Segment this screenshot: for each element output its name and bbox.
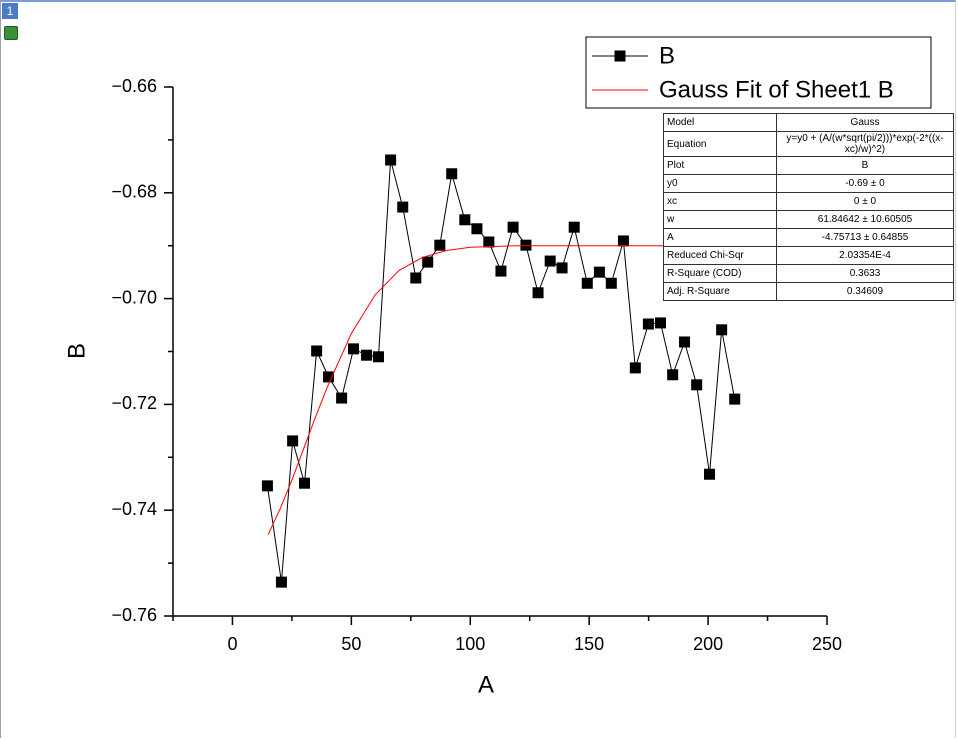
marker <box>716 324 728 336</box>
fit-row: Adj. R-Square 0.34609 <box>663 282 954 301</box>
x-axis-title: A <box>478 671 494 698</box>
marker <box>568 221 580 233</box>
fit-key: A <box>663 228 777 247</box>
fit-value: Gauss <box>776 113 954 132</box>
marker <box>679 336 691 348</box>
fit-row: Reduced Chi-Sqr 2.03354E-4 <box>663 246 954 265</box>
marker <box>299 477 311 489</box>
fit-key: w <box>663 210 777 229</box>
marker <box>617 235 629 247</box>
marker <box>361 349 373 361</box>
fit-row: Plot B <box>663 156 954 175</box>
fit-key: Adj. R-Square <box>663 282 777 301</box>
x-tick-label: 50 <box>341 634 361 654</box>
marker <box>422 256 434 268</box>
marker <box>605 277 617 289</box>
marker <box>581 277 593 289</box>
marker <box>336 392 348 404</box>
x-tick-label: 200 <box>693 634 723 654</box>
marker <box>544 255 556 267</box>
y-axis-title: B <box>63 343 90 359</box>
marker <box>446 168 458 180</box>
marker <box>556 262 568 274</box>
x-tick-label: 0 <box>227 634 237 654</box>
legend-label: B <box>659 42 675 69</box>
y-tick-label: −0.68 <box>111 182 157 202</box>
fit-row: Model Gauss <box>663 113 954 132</box>
fit-key: Model <box>663 113 777 132</box>
fit-value: y=y0 + (A/(w*sqrt(pi/2)))*exp(-2*((x-xc)… <box>776 131 954 157</box>
marker <box>397 201 409 213</box>
legend-box <box>585 36 932 109</box>
marker <box>729 393 741 405</box>
fit-value: B <box>776 156 954 175</box>
fit-key: Plot <box>663 156 777 175</box>
fit-value: 2.03354E-4 <box>776 246 954 265</box>
fit-value: -4.75713 ± 0.64855 <box>776 228 954 247</box>
fit-value: 0 ± 0 <box>776 192 954 211</box>
marker <box>275 576 287 588</box>
window-tab[interactable]: 1 <box>2 3 18 19</box>
fit-table: Model Gauss Equation y=y0 + (A/(w*sqrt(pi/2… <box>663 113 954 301</box>
marker <box>495 265 507 277</box>
fit-value: 0.3633 <box>776 264 954 283</box>
legend-label: Gauss Fit of Sheet1 B <box>659 76 894 103</box>
marker <box>520 239 532 251</box>
fit-row: A -4.75713 ± 0.64855 <box>663 228 954 247</box>
marker <box>667 369 679 381</box>
y-tick-label: −0.74 <box>111 499 157 519</box>
y-tick-label: −0.70 <box>111 287 157 307</box>
marker <box>348 343 360 355</box>
marker <box>323 371 335 383</box>
y-tick-label: −0.72 <box>111 393 157 413</box>
fit-key: Equation <box>663 131 777 157</box>
legend-marker <box>614 50 626 62</box>
marker <box>410 272 422 284</box>
fit-row: y0 -0.69 ± 0 <box>663 174 954 193</box>
fit-curve <box>267 245 732 535</box>
x-tick-label: 150 <box>574 634 604 654</box>
fit-value: 0.34609 <box>776 282 954 301</box>
fit-key: y0 <box>663 174 777 193</box>
fit-key: Reduced Chi-Sqr <box>663 246 777 265</box>
fit-row: xc 0 ± 0 <box>663 192 954 211</box>
marker <box>385 154 397 166</box>
marker <box>372 351 384 363</box>
marker <box>459 214 471 226</box>
y-tick-label: −0.76 <box>111 605 157 625</box>
marker <box>507 221 519 233</box>
marker <box>691 379 703 391</box>
marker <box>311 345 323 357</box>
marker <box>704 468 716 480</box>
y-tick-label: −0.66 <box>111 76 157 96</box>
fit-row: Equation y=y0 + (A/(w*sqrt(pi/2)))*exp(-2… <box>663 131 954 157</box>
marker <box>471 223 483 235</box>
fit-key: xc <box>663 192 777 211</box>
marker <box>655 317 667 329</box>
lock-icon[interactable] <box>4 26 18 40</box>
marker <box>629 362 641 374</box>
marker <box>483 236 495 248</box>
fit-value: -0.69 ± 0 <box>776 174 954 193</box>
fit-row: R-Square (COD) 0.3633 <box>663 264 954 283</box>
marker <box>642 318 654 330</box>
marker <box>261 480 273 492</box>
x-tick-label: 250 <box>812 634 842 654</box>
marker <box>532 287 544 299</box>
marker <box>593 266 605 278</box>
x-tick-label: 100 <box>455 634 485 654</box>
marker <box>434 239 446 251</box>
marker <box>287 435 299 447</box>
fit-value: 61.84642 ± 10.60505 <box>776 210 954 229</box>
fit-key: R-Square (COD) <box>663 264 777 283</box>
fit-row: w 61.84642 ± 10.60505 <box>663 210 954 229</box>
